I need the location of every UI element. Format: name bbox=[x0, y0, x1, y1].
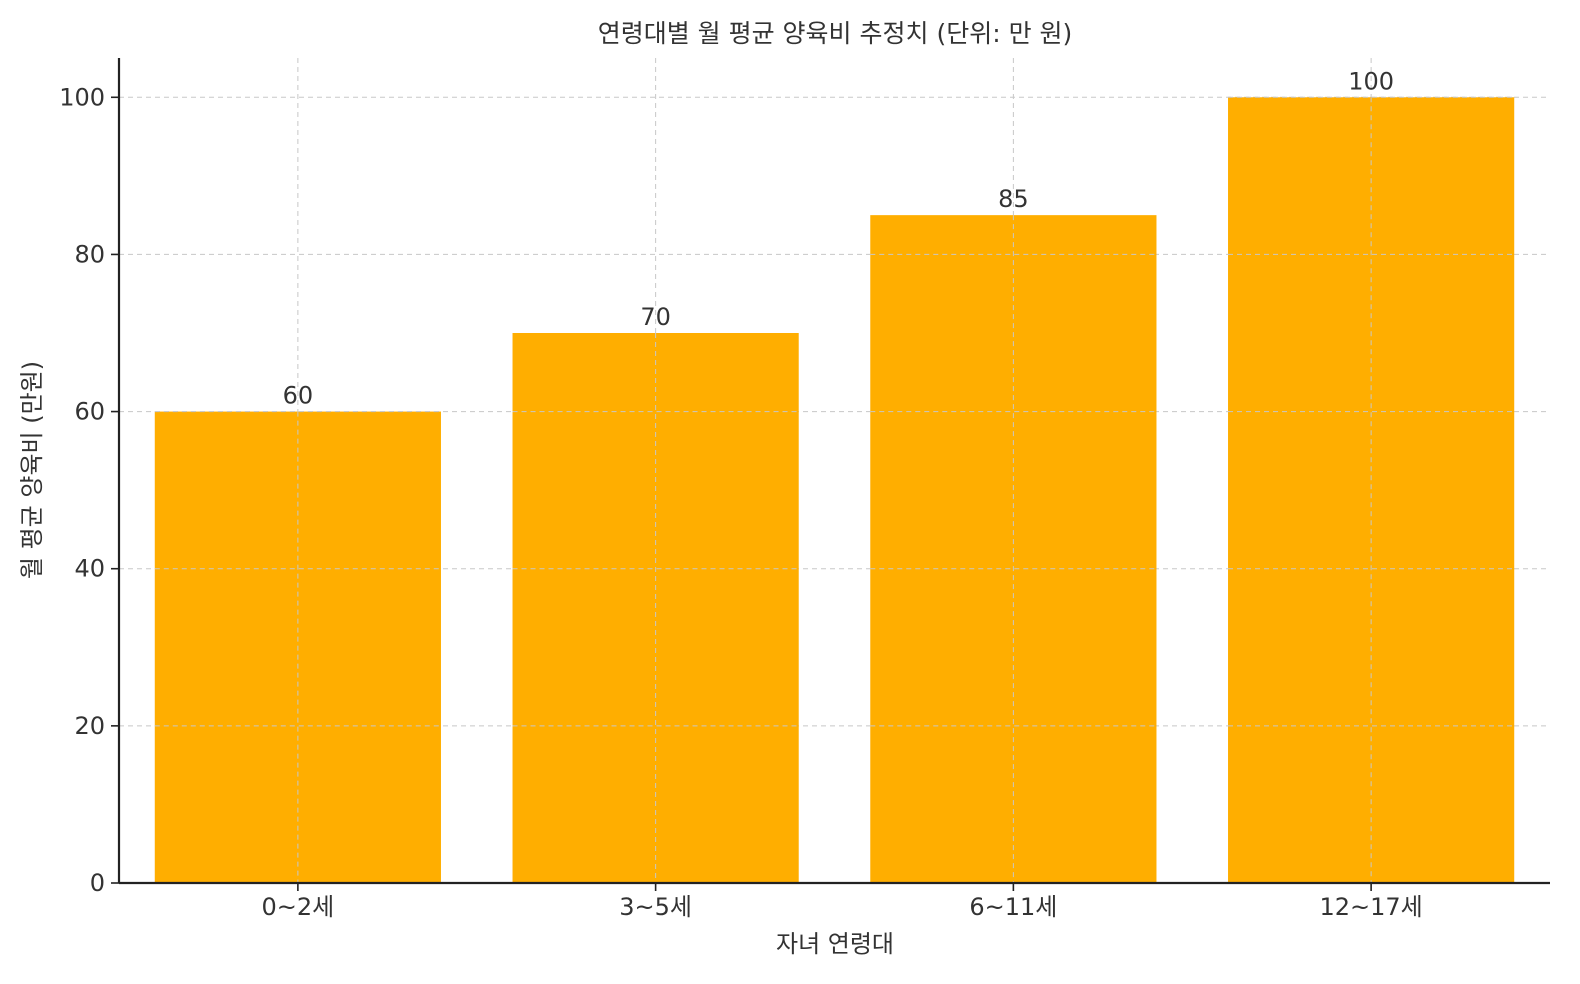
y-tick-label: 40 bbox=[74, 555, 105, 583]
y-tick-label: 20 bbox=[74, 712, 105, 740]
y-tick-label: 100 bbox=[59, 83, 105, 111]
bar-value-label: 70 bbox=[640, 303, 671, 331]
x-tick-label: 12~17세 bbox=[1319, 893, 1422, 921]
y-tick-label: 60 bbox=[74, 398, 105, 426]
labels-layer: 0 20 40 60 80 100 60 70 85 100 0~2세 3~5세 6~11세 12~17세 bbox=[59, 67, 1423, 921]
x-axis-title: 자녀 연령대 bbox=[776, 930, 894, 958]
x-tick-label: 3~5세 bbox=[619, 893, 692, 921]
x-tick-label: 0~2세 bbox=[262, 893, 335, 921]
chart-title: 연령대별 월 평균 양육비 추정치 (단위: 만 원) bbox=[598, 19, 1073, 48]
y-tick-label: 0 bbox=[90, 869, 105, 897]
bar-value-label: 60 bbox=[283, 382, 314, 410]
x-tick-label: 6~11세 bbox=[969, 893, 1057, 921]
bars-layer bbox=[154, 96, 1515, 884]
y-axis-title: 월 평균 양육비 (만원) bbox=[18, 361, 46, 579]
axes-layer bbox=[111, 58, 1550, 891]
bar-value-label: 100 bbox=[1348, 67, 1394, 95]
y-tick-label: 80 bbox=[74, 240, 105, 268]
bar-value-label: 85 bbox=[998, 185, 1029, 213]
